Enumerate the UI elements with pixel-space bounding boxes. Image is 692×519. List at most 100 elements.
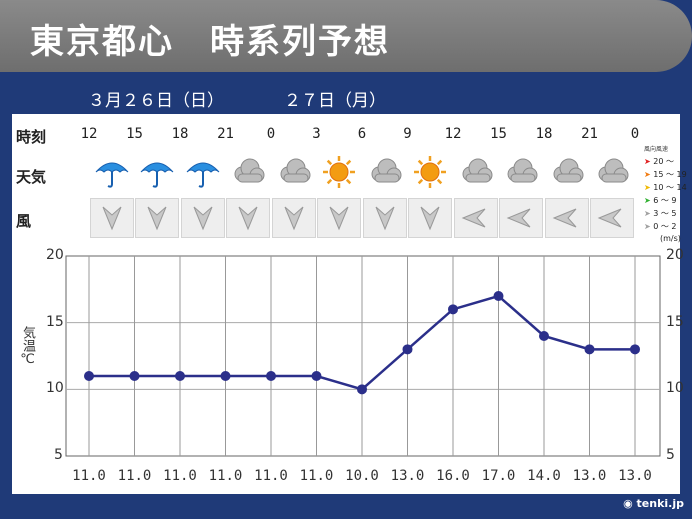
value-label: 13.0 [390, 468, 425, 484]
hour-label: 12 [80, 126, 98, 142]
arrow-left-icon [499, 198, 544, 238]
weather-row-label: 天気 [16, 168, 47, 186]
legend-item: ➤ 15 ～ 19 [644, 169, 687, 180]
cloud-icon [545, 152, 589, 192]
temperature-point [630, 344, 640, 355]
hour-label: 21 [217, 126, 234, 142]
sun-icon [317, 152, 361, 192]
arrow-down-icon [362, 198, 407, 238]
y-tick-left: 10 [46, 380, 64, 397]
y-tick-right: 10 [666, 380, 684, 397]
hour-label: 15 [490, 126, 507, 142]
cloud-icon [454, 152, 498, 192]
temperature-point [220, 371, 231, 381]
legend-label: 3 ～ 5 [653, 209, 677, 218]
y-axis-label: 気温℃ [20, 326, 35, 367]
legend-title: 風向風速 [644, 146, 669, 153]
cloud-icon [590, 152, 634, 192]
hour-label: 18 [535, 126, 553, 142]
cloud-icon [499, 152, 543, 192]
temperature-point [129, 371, 140, 381]
legend-arrow-icon: ➤ [644, 170, 654, 179]
y-tick-right: 15 [666, 313, 684, 330]
legend-label: 6 ～ 9 [653, 196, 677, 205]
value-label: 17.0 [481, 468, 516, 484]
y-tick-left: 15 [46, 313, 64, 330]
arrow-left-icon [590, 198, 635, 238]
legend-item: ➤ 10 ～ 14 [644, 182, 687, 193]
legend-item: ➤ 20 ～ [644, 156, 674, 167]
title-bar: 東京都心 時系列予想 [0, 0, 692, 72]
value-label: 16.0 [436, 468, 470, 484]
umbrella-icon [135, 152, 179, 192]
temperature-point [357, 384, 367, 395]
temperature-point [448, 304, 458, 315]
wind-row-label: 風 [16, 212, 32, 230]
temperature-point [539, 331, 549, 341]
sun-icon [408, 152, 452, 192]
legend-label: 20 ～ [653, 157, 674, 166]
temperature-point [584, 344, 595, 355]
hour-label: 0 [630, 126, 640, 142]
temperature-point [493, 291, 504, 301]
value-label: 13.0 [572, 468, 607, 484]
cloud-icon [226, 152, 270, 192]
temperature-point [175, 371, 185, 381]
hour-label: 3 [312, 126, 321, 142]
arrow-left-icon [453, 198, 498, 238]
value-label: 14.0 [527, 468, 561, 484]
temperature-point [84, 371, 94, 381]
date-day2: ２７日（月） [284, 91, 386, 111]
legend-label: 15 ～ 19 [653, 170, 687, 179]
legend-arrow-icon: ➤ [644, 209, 654, 218]
arrow-left-icon [544, 198, 589, 238]
legend-label: 10 ～ 14 [653, 183, 687, 192]
arrow-down-icon [226, 198, 271, 238]
arrow-down-icon [271, 198, 316, 238]
umbrella-icon [181, 152, 225, 192]
y-tick-left: 5 [54, 447, 63, 463]
value-label: 11.0 [117, 468, 152, 484]
date-day1: ３月２６日（日） [88, 91, 224, 111]
page-title: 東京都心 時系列予想 [30, 22, 390, 62]
tenki-logo: ◉ tenki.jp [623, 497, 684, 510]
legend-arrow-icon: ➤ [644, 157, 654, 166]
legend-arrow-icon: ➤ [644, 196, 654, 205]
value-label: 11.0 [299, 468, 334, 484]
legend-item: ➤ 6 ～ 9 [644, 195, 677, 206]
legend-label: 0 ～ 2 [653, 222, 677, 231]
value-label: 10.0 [345, 468, 379, 484]
y-tick-right: 20 [666, 247, 684, 263]
hour-label: 0 [266, 126, 276, 142]
hour-label: 15 [126, 126, 143, 142]
cloud-icon [363, 152, 407, 192]
hour-label: 21 [581, 126, 598, 142]
value-label: 11.0 [163, 468, 197, 484]
value-label: 13.0 [618, 468, 652, 484]
time-row-label: 時刻 [16, 128, 47, 146]
legend-arrow-icon: ➤ [644, 183, 654, 192]
value-label: 11.0 [208, 468, 243, 484]
hour-label: 12 [444, 126, 462, 142]
temperature-point [266, 371, 276, 381]
arrow-down-icon [180, 198, 225, 238]
legend-arrow-icon: ➤ [644, 222, 654, 231]
hour-label: 18 [171, 126, 189, 142]
arrow-down-icon [408, 198, 453, 238]
cloud-icon [272, 152, 316, 192]
temperature-point [311, 371, 322, 381]
umbrella-icon [90, 152, 134, 192]
legend-item: ➤ 3 ～ 5 [644, 208, 677, 219]
arrow-down-icon [89, 198, 134, 238]
y-tick-left: 20 [46, 247, 64, 263]
value-label: 11.0 [72, 468, 106, 484]
y-tick-right: 5 [666, 447, 675, 463]
arrow-down-icon [317, 198, 362, 238]
temperature-point [402, 344, 413, 355]
legend-item: ➤ 0 ～ 2 [644, 221, 677, 232]
hour-label: 6 [357, 126, 367, 142]
hour-label: 9 [403, 126, 412, 142]
arrow-down-icon [135, 198, 180, 238]
plot-frame [65, 255, 661, 457]
